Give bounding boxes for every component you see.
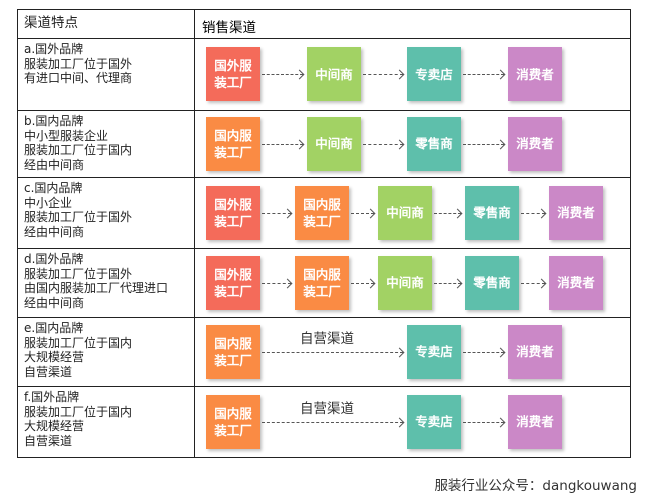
arrow-icon [463,143,504,145]
node-box: 专卖店 [407,394,461,449]
table-row: a.国外品牌 服装加工厂位于国外 有进口中间、代理商 国外服装工厂 中间商 专卖店 消费… [18,38,630,110]
node-label: 国外服装工厂 [214,196,252,229]
node-label: 专卖店 [415,66,453,82]
node-box: 专卖店 [407,47,461,101]
node-label: 国外服装工厂 [214,58,252,90]
node-box: 零售商 [465,255,519,310]
arrow-icon [351,212,374,214]
arrow-icon [262,143,303,145]
node-label: 零售商 [415,136,453,151]
node-box: 国内服装工厂 [206,324,260,379]
node-box: 中间商 [378,255,432,310]
arrow-icon [262,212,291,214]
header-row: 渠道特点 销售渠道 [18,10,630,38]
node-label: 消费者 [516,414,554,429]
node-label: 零售商 [473,275,511,290]
node-box: 中间商 [307,47,361,101]
node-box: 零售商 [407,116,461,171]
link-label: 自营渠道 [300,400,354,417]
node-box: 消费者 [508,47,562,101]
arrow-icon [521,212,545,214]
node-label: 国内服装工厂 [214,405,252,438]
node-box: 国外服装工厂 [206,255,260,310]
node-box: 消费者 [549,255,603,310]
channel-flow: 国外服装工厂 国内服装工厂 中间商 零售商 消费者 [196,178,630,248]
arrow-icon [463,74,504,75]
channel-description: f.国外品牌 服装加工厂位于国内 大规模经营 自营渠道 [18,387,195,457]
channel-flow: 国内服装工厂 专卖店 消费者 自营渠道 [196,387,630,457]
arrow-icon [363,74,403,75]
arrow-icon [434,282,461,284]
channel-flow: 国外服装工厂 中间商 专卖店 消费者 [196,39,630,110]
node-label: 专卖店 [415,344,453,359]
node-box: 中间商 [307,116,361,171]
arrow-icon [351,282,374,284]
channel-description: c.国内品牌 中小企业 服装加工厂位于国外 经由中间商 [18,178,195,248]
channel-flow: 国内服装工厂 中间商 零售商 消费者 [196,111,630,177]
table-row: d.国外品牌 服装加工厂位于国外 由国内服装加工厂代理进口 经由中间商 国外服装工… [18,248,630,317]
channel-description: b.国内品牌 中小型服装企业 服装加工厂位于国内 经由中间商 [18,111,195,177]
arrow-icon [262,351,403,353]
arrow-icon [363,143,403,145]
node-label: 消费者 [516,136,554,151]
arrow-icon [521,282,545,284]
node-label: 消费者 [516,344,554,359]
table-row: e.国内品牌 服装加工厂位于国内 大规模经营 自营渠道 国内服装工厂 专卖店 消费者 自… [18,317,630,386]
node-box: 专卖店 [407,324,461,379]
node-box: 中间商 [378,185,432,240]
arrow-icon [463,421,504,423]
table-row: c.国内品牌 中小企业 服装加工厂位于国外 经由中间商 国外服装工厂 国内服装工厂 中… [18,177,630,248]
node-box: 国外服装工厂 [206,47,260,101]
node-box: 国内服装工厂 [295,255,349,310]
node-box: 消费者 [508,394,562,449]
node-label: 中间商 [386,275,424,290]
node-label: 中间商 [315,66,353,82]
node-box: 消费者 [508,116,562,171]
table-row: b.国内品牌 中小型服装企业 服装加工厂位于国内 经由中间商 国内服装工厂 中间商 零… [18,110,630,177]
node-label: 消费者 [557,275,595,290]
node-box: 国外服装工厂 [206,185,260,240]
node-label: 国内服装工厂 [214,127,252,160]
header-channel-features: 渠道特点 [18,10,195,38]
arrow-icon [463,351,504,353]
arrow-icon [434,212,461,214]
header-sales-channel: 销售渠道 [202,20,256,36]
channel-table: 渠道特点 销售渠道 a.国外品牌 服装加工厂位于国外 有进口中间、代理商 国外服装… [17,9,631,458]
channel-description: a.国外品牌 服装加工厂位于国外 有进口中间、代理商 [18,39,195,110]
footer-credit: 服装行业公众号：dangkouwang [434,478,637,494]
link-label: 自营渠道 [300,330,354,347]
node-label: 国内服装工厂 [214,335,252,368]
node-box: 国内服装工厂 [206,394,260,449]
channel-description: e.国内品牌 服装加工厂位于国内 大规模经营 自营渠道 [18,318,195,386]
node-label: 消费者 [557,205,595,220]
node-label: 国外服装工厂 [214,266,252,299]
node-label: 国内服装工厂 [303,196,341,229]
node-box: 国内服装工厂 [295,185,349,240]
node-box: 零售商 [465,185,519,240]
node-label: 零售商 [473,205,511,220]
node-label: 国内服装工厂 [303,266,341,299]
channel-flow: 国外服装工厂 国内服装工厂 中间商 零售商 消费者 [196,249,630,317]
table-row: f.国外品牌 服装加工厂位于国内 大规模经营 自营渠道 国内服装工厂 专卖店 消费者 自… [18,386,630,457]
node-label: 中间商 [315,136,353,151]
arrow-icon [262,74,303,75]
node-label: 中间商 [386,205,424,220]
channel-flow: 国内服装工厂 专卖店 消费者 自营渠道 [196,318,630,386]
node-label: 专卖店 [415,414,453,429]
arrow-icon [262,282,291,284]
channel-description: d.国外品牌 服装加工厂位于国外 由国内服装加工厂代理进口 经由中间商 [18,249,195,317]
node-label: 消费者 [516,66,554,82]
node-box: 消费者 [508,324,562,379]
node-box: 消费者 [549,185,603,240]
node-box: 国内服装工厂 [206,116,260,171]
arrow-icon [262,421,403,423]
